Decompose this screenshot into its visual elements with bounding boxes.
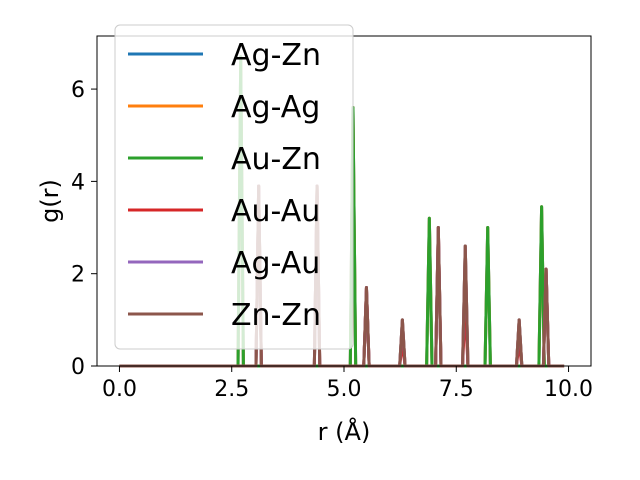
legend-label: Ag-Ag (231, 90, 320, 125)
y-axis: 0 2 4 6 (71, 78, 97, 380)
x-tick-label: 10.0 (544, 377, 593, 402)
y-axis-label: g(r) (36, 179, 64, 223)
legend-label: Au-Zn (231, 142, 321, 177)
y-tick-label: 6 (71, 78, 85, 103)
legend-label: Zn-Zn (231, 298, 321, 333)
y-tick-label: 2 (71, 263, 85, 288)
legend-label: Ag-Zn (231, 38, 321, 73)
x-tick-label: 2.5 (214, 377, 249, 402)
y-tick-label: 0 (71, 355, 85, 380)
x-axis: 0.0 2.5 5.0 7.5 10.0 (102, 366, 593, 402)
x-tick-label: 7.5 (439, 377, 474, 402)
legend-entry: Ag-Zn (128, 38, 321, 73)
legend-label: Ag-Au (231, 246, 320, 281)
legend-entry: Ag-Ag (128, 90, 320, 125)
legend-entry: Ag-Au (128, 246, 320, 281)
legend-entry: Au-Zn (128, 142, 321, 177)
legend-label: Au-Au (231, 194, 320, 229)
y-tick-label: 4 (71, 170, 85, 195)
legend: Ag-Zn Ag-Ag Au-Zn Au-Au Ag-Au Zn-Zn (114, 24, 354, 350)
legend-entry: Au-Au (128, 194, 320, 229)
x-tick-label: 5.0 (327, 377, 362, 402)
x-axis-label: r (Å) (318, 417, 371, 446)
legend-entry: Zn-Zn (128, 298, 321, 333)
x-tick-label: 0.0 (102, 377, 137, 402)
